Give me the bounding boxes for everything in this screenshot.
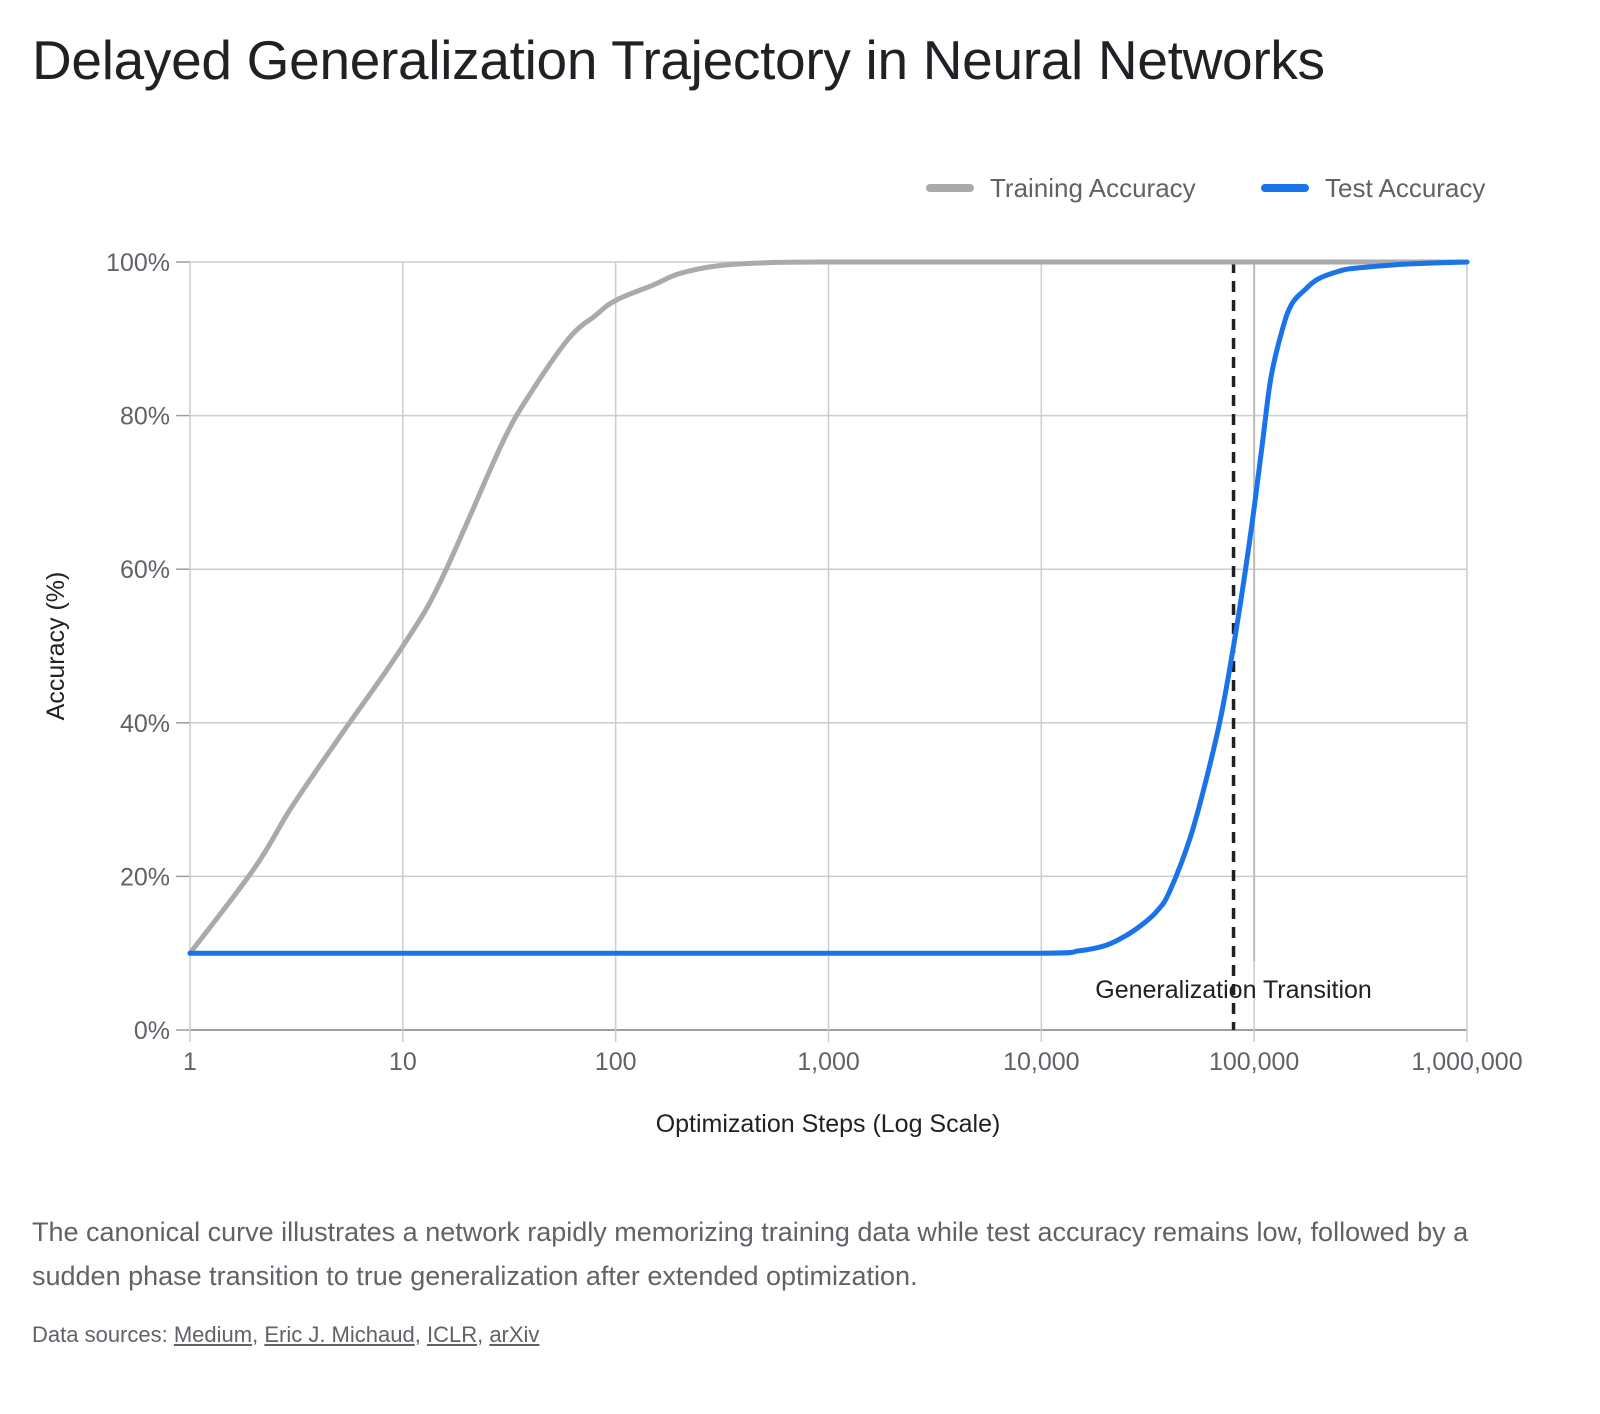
x-tick-label: 1,000 (797, 1048, 860, 1076)
y-tick-label: 80% (120, 403, 170, 431)
y-tick-label: 40% (120, 710, 170, 738)
transition-annotation-label: Generalization Transition (1095, 976, 1372, 1004)
data-sources: Data sources: Medium, Eric J. Michaud, I… (32, 1322, 540, 1347)
source-link-medium[interactable]: Medium (173, 1322, 253, 1347)
x-axis-label: Optimization Steps (Log Scale) (656, 1110, 1001, 1138)
x-tick-label: 1 (183, 1048, 197, 1076)
legend-label: Training Accuracy (990, 173, 1196, 203)
legend-item-training[interactable]: Training Accuracy (926, 173, 1196, 203)
x-tick-label: 10,000 (1003, 1048, 1079, 1076)
source-link-iclr[interactable]: ICLR (426, 1322, 478, 1347)
chart-description: The canonical curve illustrates a networ… (32, 1217, 1469, 1291)
y-tick-label: 60% (120, 556, 170, 584)
y-axis-label: Accuracy (%) (42, 572, 70, 721)
y-tick-label: 0% (134, 1017, 170, 1045)
page-title: Delayed Generalization Trajectory in Neu… (32, 29, 1325, 91)
chart-legend[interactable]: Training Accuracy Test Accuracy (926, 173, 1485, 203)
line-chart: Generalization Transition 0% 20% 40% 60% 80%… (42, 173, 1523, 1138)
y-tick-label: 20% (120, 863, 170, 891)
chart-annotations: Generalization Transition (1095, 262, 1372, 1030)
x-tick-label: 100,000 (1209, 1048, 1299, 1076)
x-tick-label: 10 (389, 1048, 417, 1076)
training-accuracy-line (187, 259, 1470, 956)
x-tick-label: 100 (595, 1048, 637, 1076)
y-tick-label: 100% (106, 249, 170, 277)
legend-label: Test Accuracy (1325, 173, 1485, 203)
source-link-michaud[interactable]: Eric J. Michaud (264, 1322, 415, 1347)
source-link-arxiv[interactable]: arXiv (489, 1322, 540, 1347)
sources-prefix: Data sources: (32, 1322, 174, 1347)
x-tick-label: 1,000,000 (1411, 1048, 1522, 1076)
chart-tick-labels: 0% 20% 40% 60% 80% 100% 1 10 100 1,000 10,000 100,0… (106, 249, 1523, 1076)
legend-item-test[interactable]: Test Accuracy (1261, 173, 1485, 203)
chart-series (187, 259, 1470, 956)
test-accuracy-line (187, 259, 1470, 956)
chart-grid (176, 261, 1468, 1042)
